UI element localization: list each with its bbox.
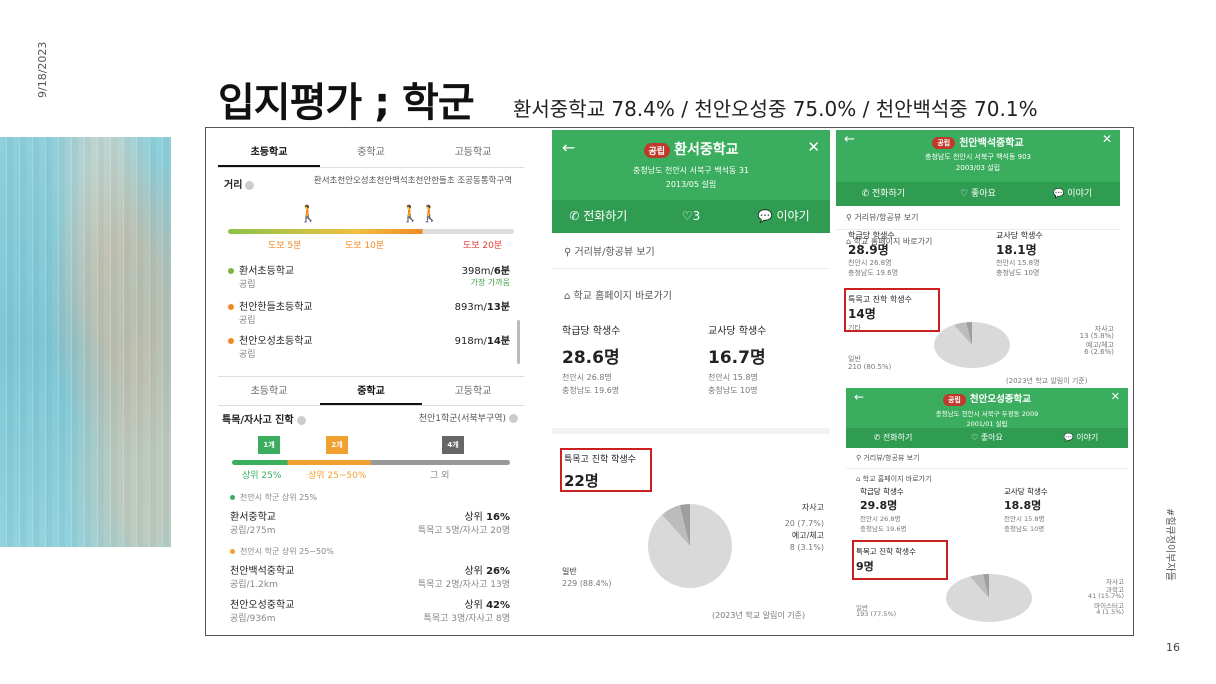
page-number: 16 — [1166, 641, 1180, 654]
highlight-box — [852, 540, 948, 580]
like-button[interactable]: ♡ 좋아요 — [960, 189, 996, 199]
school-header: ← ✕ 공립 환서중학교 충청남도 천안시 서북구 백석동 31 2013/05 … — [552, 130, 830, 200]
established: 2013/05 설립 — [665, 180, 717, 189]
list-item[interactable]: 천안오성중학교 공립/936m 상위 42% 특목고 3명/자사고 8명 — [230, 600, 510, 624]
slide-date: 9/18/2023 — [36, 41, 49, 98]
side-label: #힐큐정이부자들 — [1164, 508, 1175, 581]
stat-per-class: 학급당 학생수 29.8명 천안시 26.8명 충청남도 19.6명 — [860, 487, 907, 533]
list-item[interactable]: 환서중학교 공립/275m 상위 16% 특목고 5명/자사고 20명 — [230, 512, 510, 536]
tab-middle[interactable]: 중학교 — [357, 147, 385, 158]
school-level-tabs: 초등학교 중학교 고등학교 — [218, 138, 524, 168]
school-detail-panel: ← ✕ 공립 천안오성중학교 충청남도 천안시 서북구 두정동 2009 2001… — [846, 388, 1128, 635]
stat-per-teacher: 교사당 학생수 18.8명 천안시 15.8명 충청남도 10명 — [1004, 487, 1048, 533]
call-button[interactable]: ✆ 전화하기 — [569, 209, 628, 223]
street-view-link[interactable]: ⚲ 거리뷰/항공뷰 보기 — [552, 233, 830, 269]
tab-elementary[interactable]: 초등학교 — [250, 386, 288, 397]
middle-school-list: 천안시 학군 상위 25% 환서중학교 공립/275m 상위 16% 특목고 5명/… — [230, 492, 510, 630]
back-arrow-icon[interactable]: ← — [844, 132, 855, 147]
close-icon[interactable]: ✕ — [1110, 390, 1120, 403]
stat-per-class: 학급당 학생수 28.6명 천안시 26.8명 충청남도 19.6명 — [562, 326, 621, 395]
back-arrow-icon[interactable]: ← — [854, 390, 865, 404]
talk-button[interactable]: 💬 이야기 — [1053, 189, 1093, 199]
distance-desc: 환서초천안오성초천안백석초천안한들초 조공동통학구역 — [313, 176, 513, 186]
slide-title: 입지평가 ; 학군 — [218, 80, 475, 126]
stat-per-teacher: 교사당 학생수 18.1명 천안시 15.8명 충청남도 10명 — [996, 231, 1043, 277]
list-item[interactable]: 천안한들초등학교 공립 893m/13분 — [228, 298, 510, 332]
pie-chart — [934, 322, 1010, 368]
flag-icon: 1개 — [258, 436, 280, 454]
walk-label-10: 도보 10분 — [345, 241, 385, 251]
tab-middle[interactable]: 중학교 — [320, 377, 422, 405]
elementary-list: 환서초등학교 공립 398m/6분 가장 가까움 천안한들초등학교 공립 893m/1… — [228, 262, 510, 368]
like-button[interactable]: ♡3 — [681, 209, 701, 223]
flag-icon: 4개 — [442, 436, 464, 454]
wood-texture-image — [0, 137, 171, 547]
homepage-link[interactable]: ⌂ 학교 홈페이지 바로가기 — [856, 475, 932, 483]
school-name: 환서중학교 — [674, 142, 739, 158]
action-bar: ✆ 전화하기 ♡ 좋아요 💬 이야기 — [846, 428, 1128, 448]
public-badge: 공립 — [643, 142, 671, 158]
stat-per-class: 학급당 학생수 28.9명 천안시 26.8명 충청남도 19.6명 — [848, 231, 899, 277]
school-level-tabs-2: 초등학교 중학교 고등학교 — [218, 376, 524, 406]
help-icon[interactable] — [509, 414, 518, 423]
like-button[interactable]: ♡ 좋아요 — [971, 433, 1003, 442]
school-district-panel: 초등학교 중학교 고등학교 거리 환서초천안오성초천안백석초천안한들초 조공동통… — [218, 128, 524, 635]
pie-chart — [946, 574, 1032, 622]
special-label: 특목고 진학 학생수 — [564, 455, 636, 465]
special-value: 22명 — [564, 472, 599, 490]
close-icon[interactable]: ✕ — [1101, 132, 1112, 146]
tier-label: 상위 25~50% — [308, 471, 367, 481]
tier-label: 그 외 — [430, 471, 450, 481]
help-icon[interactable] — [245, 180, 255, 190]
list-item[interactable]: 천안오성초등학교 공립 918m/14분 — [228, 332, 510, 368]
school-address: 충청남도 천안시 서북구 백석동 31 — [632, 166, 750, 175]
tier-label: 상위 25% — [242, 471, 282, 481]
slide-subtitle: 환서중학교 78.4% / 천안오성중 75.0% / 천안백석중 70.1% — [513, 97, 1038, 121]
call-button[interactable]: ✆ 전화하기 — [873, 433, 913, 442]
street-view-link[interactable]: ⚲ 거리뷰/항공뷰 보기 — [836, 206, 1120, 230]
list-item[interactable]: 천안백석중학교 공립/1.2km 상위 26% 특목고 2명/자사고 13명 — [230, 566, 510, 590]
back-arrow-icon[interactable]: ← — [562, 138, 576, 157]
action-bar: ✆ 전화하기 ♡3 💬 이야기 — [552, 200, 830, 233]
action-bar: ✆ 전화하기 ♡ 좋아요 💬 이야기 — [836, 182, 1120, 206]
help-icon[interactable] — [296, 415, 306, 425]
homepage-link[interactable]: ⌂ 학교 홈페이지 바로가기 — [564, 291, 672, 302]
school-header: ← ✕ 공립 천안오성중학교 충청남도 천안시 서북구 두정동 2009 2001… — [846, 388, 1128, 428]
walkers-icon: 🚶🚶 — [400, 204, 440, 223]
scrollbar[interactable] — [517, 320, 520, 364]
highlight-box — [844, 288, 940, 332]
tab-high[interactable]: 고등학교 — [454, 386, 492, 397]
tab-high[interactable]: 고등학교 — [454, 147, 492, 158]
walk-label-5: 도보 5분 — [268, 241, 302, 251]
list-item[interactable]: 환서초등학교 공립 398m/6분 가장 가까움 — [228, 262, 510, 298]
homepage-link[interactable]: ⌂ 학교 홈페이지 바로가기 — [846, 237, 933, 246]
stat-per-teacher: 교사당 학생수 16.7명 천안시 15.8명 충청남도 10명 — [708, 326, 767, 395]
flag-icon: 2개 — [326, 436, 348, 454]
school-detail-panel: ← ✕ 공립 환서중학교 충청남도 천안시 서북구 백석동 31 2013/05 … — [552, 130, 830, 635]
tab-elementary[interactable]: 초등학교 — [218, 138, 320, 167]
tier-bar — [232, 460, 510, 465]
walk-icon: 🚶 — [298, 204, 318, 223]
close-icon[interactable]: ✕ — [807, 138, 820, 156]
highlight-box — [560, 448, 652, 492]
distance-row: 거리 환서초천안오성초천안백석초천안한들초 조공동통학구역 — [218, 176, 524, 191]
pie-chart — [648, 504, 732, 588]
talk-button[interactable]: 💬 이야기 — [1063, 433, 1099, 442]
walk-label-20: 도보 20분 — [463, 241, 503, 251]
school-header: ← ✕ 공립 천안백석중학교 충청남도 천안시 서북구 백석동 903 2003/… — [836, 130, 1120, 182]
source-note: (2023년 학교 알림이 기준) — [712, 611, 806, 620]
special-row: 특목/자사고 진학 천안1학군(서북부구역) — [222, 411, 518, 426]
school-detail-panel: ← ✕ 공립 천안백석중학교 충청남도 천안시 서북구 백석동 903 2003/… — [836, 130, 1120, 388]
distance-label: 거리 — [224, 180, 243, 191]
screenshot-frame: 초등학교 중학교 고등학교 거리 환서초천안오성초천안백석초천안한들초 조공동통… — [205, 127, 1134, 636]
distance-bar — [228, 229, 514, 234]
call-button[interactable]: ✆ 전화하기 — [861, 189, 906, 199]
street-view-link[interactable]: ⚲ 거리뷰/항공뷰 보기 — [846, 448, 1128, 469]
talk-button[interactable]: 💬 이야기 — [757, 209, 810, 223]
